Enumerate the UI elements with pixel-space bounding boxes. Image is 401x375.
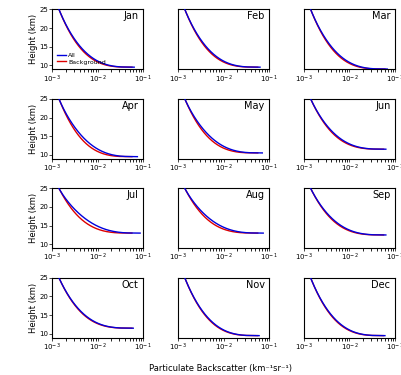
Y-axis label: Height (km): Height (km) [28, 14, 38, 64]
Text: Aug: Aug [245, 190, 265, 200]
Legend: All, Background: All, Background [55, 52, 107, 66]
Text: Nov: Nov [245, 280, 265, 290]
Y-axis label: Height (km): Height (km) [28, 283, 38, 333]
Text: Sep: Sep [372, 190, 391, 200]
Text: Dec: Dec [371, 280, 391, 290]
Text: Particulate Backscatter (km⁻¹sr⁻¹): Particulate Backscatter (km⁻¹sr⁻¹) [149, 364, 292, 373]
Text: Jun: Jun [375, 100, 391, 111]
Text: May: May [244, 100, 265, 111]
Y-axis label: Height (km): Height (km) [28, 104, 38, 154]
Text: Oct: Oct [122, 280, 139, 290]
Text: Jan: Jan [124, 11, 139, 21]
Text: Jul: Jul [127, 190, 139, 200]
Text: Mar: Mar [372, 11, 391, 21]
Text: Feb: Feb [247, 11, 265, 21]
Text: Apr: Apr [122, 100, 139, 111]
Y-axis label: Height (km): Height (km) [28, 193, 38, 243]
